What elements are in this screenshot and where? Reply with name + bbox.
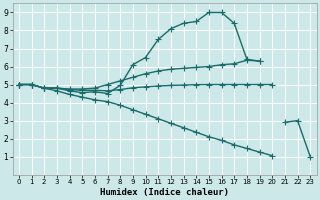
X-axis label: Humidex (Indice chaleur): Humidex (Indice chaleur): [100, 188, 229, 197]
